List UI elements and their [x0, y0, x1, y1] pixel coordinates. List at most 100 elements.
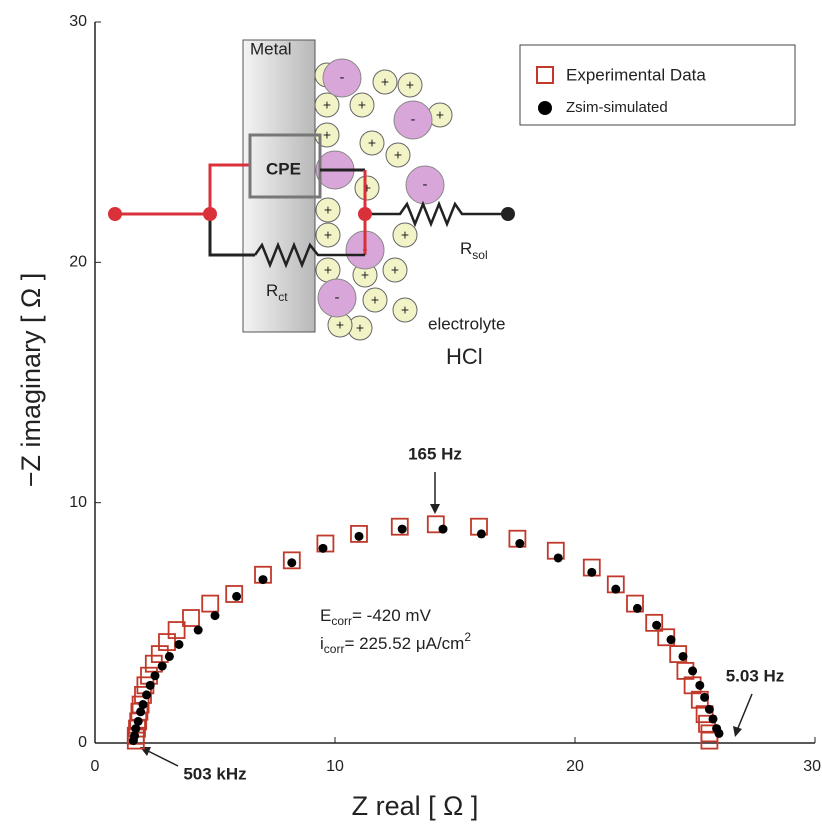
metal-electrode	[242, 39, 316, 333]
annotation: 165 Hz	[408, 444, 462, 463]
axes	[94, 22, 815, 744]
cation	[382, 257, 408, 283]
y-tick-label: 20	[69, 254, 87, 271]
annotation: 503 kHz	[183, 764, 246, 783]
y-tick-label: 0	[78, 734, 87, 751]
data-point	[158, 633, 176, 651]
data-point	[397, 524, 407, 534]
data-point	[318, 543, 328, 553]
data-point	[354, 531, 364, 541]
rct-main: R	[266, 281, 278, 300]
cation	[362, 287, 388, 313]
metal-label: Metal	[250, 39, 292, 58]
legend-label: Experimental Data	[566, 65, 706, 84]
node	[501, 207, 515, 221]
cation-sign: +	[381, 74, 389, 90]
data-point	[131, 724, 141, 734]
arrow-head	[733, 726, 742, 737]
circuit-diagram: Metal ++++++++++++++++++++------ CPE Rct…	[108, 39, 515, 369]
cation-sign: +	[436, 107, 444, 123]
data-point	[287, 558, 297, 568]
rsol-sub: sol	[472, 248, 487, 262]
data-point	[182, 609, 200, 627]
data-point	[695, 705, 714, 724]
anion	[322, 58, 362, 98]
note-main: E	[320, 606, 331, 625]
legend: Experimental Data Zsim-simulated	[519, 44, 796, 126]
acid-label: HCl	[446, 344, 483, 369]
cation	[314, 92, 340, 118]
data-point	[438, 524, 448, 534]
cation-sign: +	[356, 320, 364, 336]
cation	[315, 222, 341, 248]
data-point	[232, 591, 242, 601]
note-sub: corr	[324, 642, 345, 656]
x-tick-label: 10	[326, 758, 344, 775]
arrow	[145, 749, 179, 767]
cation-sign: +	[401, 227, 409, 243]
anion	[393, 100, 433, 140]
cation-sign: +	[406, 77, 414, 93]
arrow	[737, 693, 753, 729]
data-point	[282, 551, 301, 570]
ecorr-note: Ecorr= -420 mV	[320, 606, 432, 628]
cation-sign: +	[323, 127, 331, 143]
cation-sign: +	[401, 302, 409, 318]
rsol-label: Rsol	[460, 239, 488, 262]
cation	[372, 69, 398, 95]
data-point	[350, 525, 368, 543]
data-point	[515, 539, 525, 549]
ions: ++++++++++++++++++++------	[314, 58, 453, 341]
cation-sign: +	[358, 97, 366, 113]
resistor-rct	[253, 241, 365, 269]
wire	[208, 163, 250, 214]
note-sup: 2	[464, 630, 471, 644]
cation	[359, 130, 385, 156]
legend-marker	[536, 66, 554, 84]
data-point	[611, 584, 621, 594]
icorr-note: icorr= 225.52 μA/cm2	[320, 630, 471, 656]
anion	[405, 165, 445, 205]
data-point	[130, 731, 140, 741]
anion-sign: -	[411, 111, 416, 128]
data-point	[704, 704, 714, 714]
data-point	[150, 671, 160, 681]
cation-sign: +	[391, 262, 399, 278]
data-point	[164, 651, 174, 661]
data-point	[476, 529, 486, 539]
data-point	[390, 517, 409, 536]
data-point	[700, 731, 719, 750]
data-point	[708, 714, 718, 724]
node	[203, 207, 217, 221]
x-tick-label: 30	[803, 758, 821, 775]
data-point	[645, 613, 664, 632]
data-point	[714, 728, 724, 738]
cation-sign: +	[394, 147, 402, 163]
data-point	[553, 553, 563, 563]
cation-sign: +	[324, 202, 332, 218]
legend-box	[519, 44, 796, 126]
arrow-head	[430, 504, 440, 514]
cpe-label: CPE	[266, 159, 301, 178]
data-point	[193, 625, 203, 635]
x-tick-label: 20	[566, 758, 584, 775]
cation-sign: +	[363, 180, 371, 196]
cation-sign: +	[368, 135, 376, 151]
legend-label: Zsim-simulated	[566, 99, 668, 116]
data-point	[142, 690, 152, 700]
cation	[385, 142, 411, 168]
data-point	[695, 680, 705, 690]
rct-label: Rct	[266, 281, 288, 304]
anion-sign: -	[340, 69, 345, 86]
cation	[349, 92, 375, 118]
anion	[317, 278, 357, 318]
data-point	[210, 611, 220, 621]
data-point	[678, 651, 688, 661]
data-point	[133, 716, 143, 726]
annotation: 5.03 Hz	[726, 666, 785, 685]
y-axis-label: −Z imaginary [ Ω ]	[16, 273, 46, 488]
x-tick-label: 0	[91, 758, 100, 775]
wire	[208, 214, 255, 257]
data-point	[136, 707, 146, 717]
cation	[354, 175, 380, 201]
